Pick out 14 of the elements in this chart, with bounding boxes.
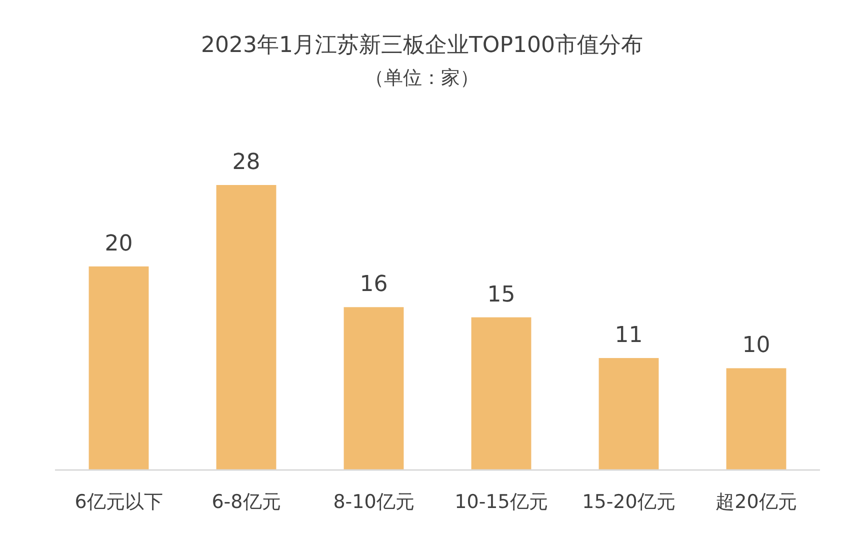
x-tick-label: 10-15亿元 [454,491,548,513]
data-label: 15 [487,282,516,308]
x-tick-label: 超20亿元 [716,491,797,513]
data-label: 20 [104,231,133,256]
chart-title: 2023年1月江苏新三板企业TOP100市值分布 [201,33,643,58]
x-tick-label: 6-8亿元 [212,491,281,513]
chart-subtitle: （单位：家） [365,67,479,89]
data-label: 28 [232,150,260,175]
x-tick-label: 6亿元以下 [74,491,163,513]
data-label: 11 [614,323,643,348]
x-tick-label: 8-10亿元 [333,491,414,513]
data-label: 10 [742,333,770,358]
data-label: 16 [360,272,388,298]
x-tick-label: 15-20亿元 [582,491,676,513]
